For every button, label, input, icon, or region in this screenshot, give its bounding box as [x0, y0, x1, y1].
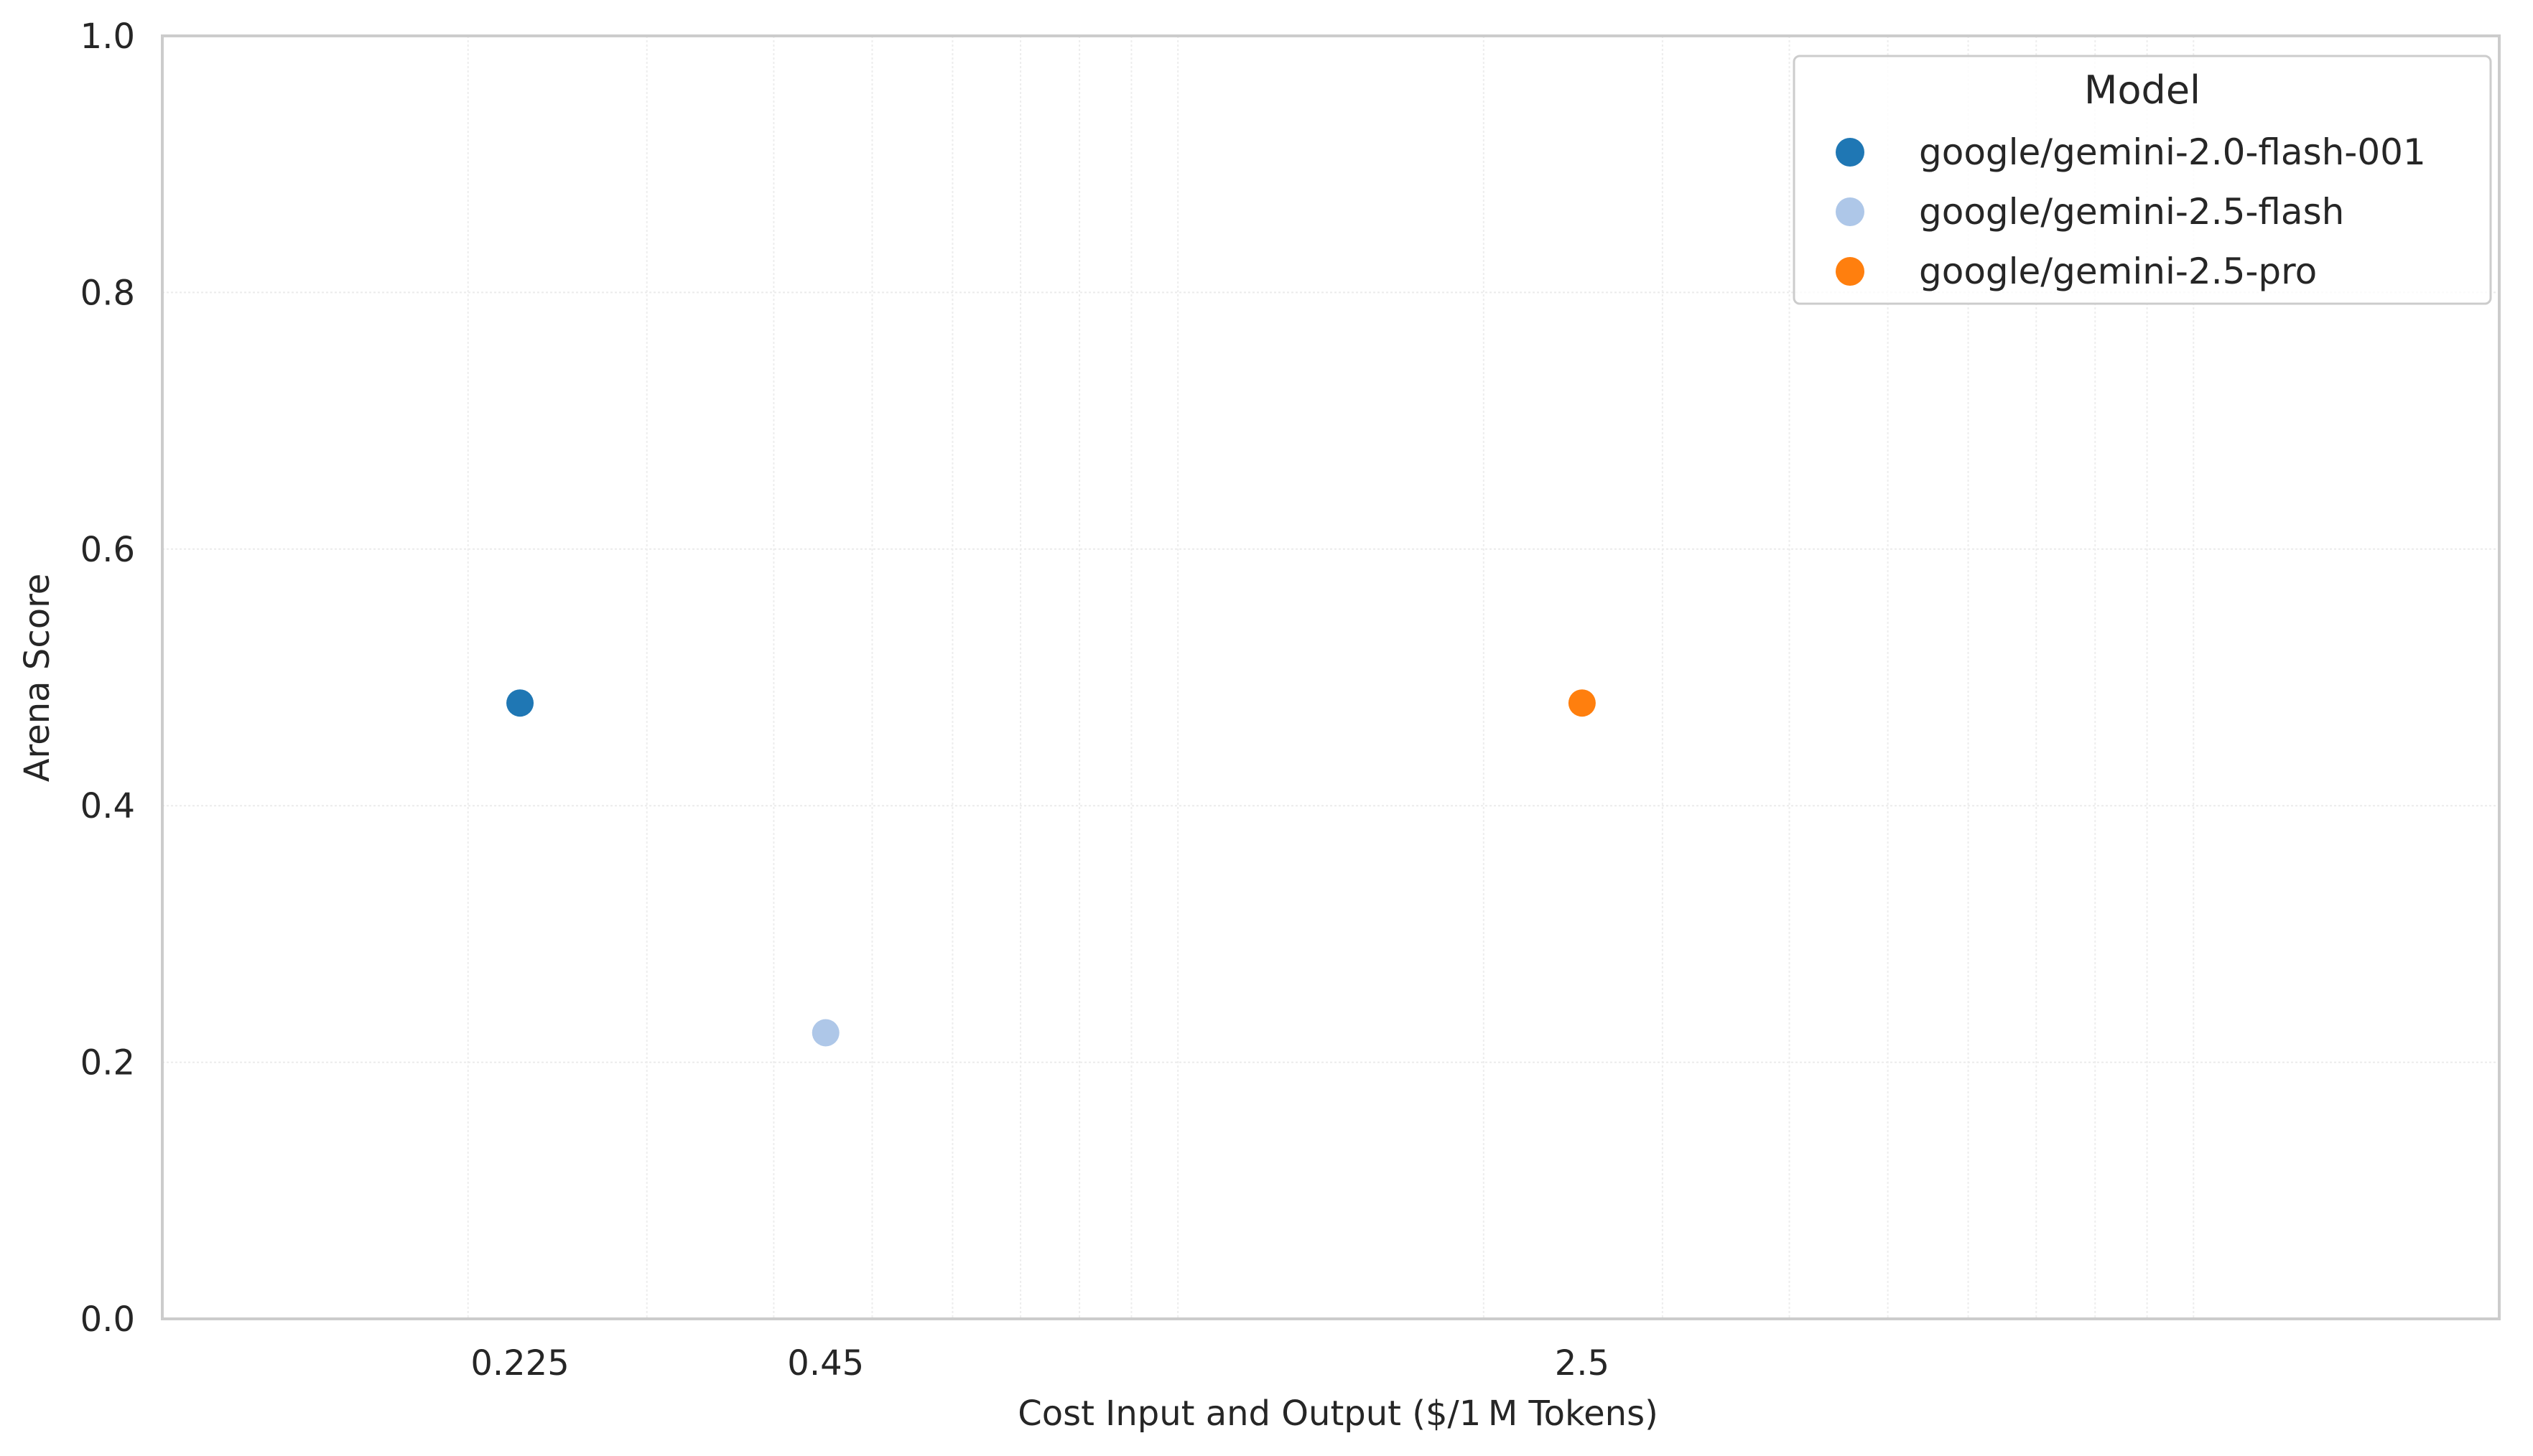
plot-area-frame [161, 34, 2501, 1320]
data-point [506, 689, 534, 717]
legend-marker [1836, 138, 1864, 167]
legend-frame [1793, 55, 2492, 305]
y-tick-label: 0.4 [80, 786, 135, 826]
legend-marker [1836, 257, 1864, 286]
legend-items: google/gemini-2.0-flash-001 google/gemini… [1836, 131, 2426, 292]
legend-marker [1836, 197, 1864, 226]
y-tick-label: 1.0 [80, 17, 135, 57]
y-axis-ticks: 0.0 0.2 0.4 0.6 0.8 1.0 [80, 17, 135, 1340]
x-tick-label: 0.225 [470, 1343, 569, 1383]
grid-lines [162, 35, 2500, 1320]
y-tick-label: 0.0 [80, 1299, 135, 1340]
y-axis-label: Arena Score [17, 574, 57, 783]
data-point [812, 1019, 840, 1047]
x-tick-label: 0.45 [787, 1343, 864, 1383]
x-axis-label: Cost Input and Output ($/1 M Tokens) [1018, 1394, 1658, 1434]
data-points [506, 689, 1596, 1047]
legend-entry-label: google/gemini-2.5-pro [1919, 251, 2317, 292]
x-tick-label: 2.5 [1555, 1343, 1609, 1383]
legend-title: Model [2084, 67, 2200, 113]
legend-entry-label: google/gemini-2.0-flash-001 [1919, 131, 2426, 173]
x-axis-ticks: 0.225 0.45 2.5 [470, 1343, 1609, 1383]
y-tick-label: 0.2 [80, 1043, 135, 1083]
legend-entry-label: google/gemini-2.5-flash [1919, 191, 2344, 233]
data-point [1568, 689, 1596, 717]
legend: Model google/gemini-2.0-flash-001google/… [1793, 55, 2492, 305]
y-tick-label: 0.6 [80, 530, 135, 570]
y-tick-label: 0.8 [80, 273, 135, 313]
